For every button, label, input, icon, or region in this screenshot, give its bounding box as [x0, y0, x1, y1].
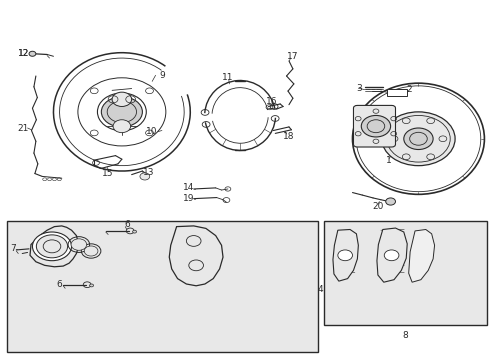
Text: 12: 12	[18, 49, 29, 58]
Text: 7: 7	[10, 244, 16, 253]
Circle shape	[133, 230, 137, 233]
FancyBboxPatch shape	[353, 105, 395, 147]
Circle shape	[140, 173, 150, 180]
Text: 6: 6	[124, 220, 130, 229]
Polygon shape	[30, 226, 79, 267]
Circle shape	[386, 198, 395, 205]
Text: 8: 8	[402, 332, 408, 341]
Polygon shape	[169, 226, 223, 286]
Circle shape	[90, 284, 94, 287]
Text: 4: 4	[318, 285, 323, 294]
Text: 18: 18	[283, 132, 294, 141]
Text: 6: 6	[56, 280, 62, 289]
Circle shape	[382, 112, 455, 166]
Circle shape	[29, 51, 36, 56]
Text: 15: 15	[102, 169, 114, 178]
Circle shape	[439, 136, 447, 141]
Polygon shape	[333, 229, 358, 281]
Bar	[387, 89, 407, 96]
Bar	[6, 221, 318, 352]
Circle shape	[384, 250, 399, 261]
Bar	[324, 221, 487, 325]
Circle shape	[338, 250, 352, 261]
Circle shape	[112, 92, 132, 107]
Circle shape	[36, 235, 68, 258]
Circle shape	[402, 118, 410, 123]
Text: 5: 5	[217, 251, 222, 260]
Polygon shape	[409, 229, 435, 282]
Text: 10: 10	[147, 127, 158, 136]
Circle shape	[361, 116, 391, 137]
Circle shape	[427, 154, 435, 159]
Text: 9: 9	[159, 71, 165, 80]
Circle shape	[101, 97, 143, 127]
Text: 1: 1	[386, 156, 392, 165]
Circle shape	[404, 128, 433, 149]
Circle shape	[32, 232, 72, 261]
Text: 16: 16	[266, 96, 278, 105]
Text: 13: 13	[143, 168, 154, 177]
Text: 2: 2	[406, 85, 412, 94]
Circle shape	[84, 246, 98, 256]
Text: 20: 20	[372, 202, 384, 211]
Circle shape	[113, 120, 131, 133]
Text: 21: 21	[17, 123, 28, 132]
Circle shape	[402, 154, 410, 159]
Text: 11: 11	[222, 73, 234, 82]
Polygon shape	[377, 228, 407, 282]
Circle shape	[390, 136, 398, 141]
Circle shape	[71, 239, 87, 250]
Text: 3: 3	[356, 84, 362, 93]
Text: 19: 19	[183, 194, 195, 203]
Circle shape	[427, 118, 435, 123]
Text: 17: 17	[287, 52, 298, 61]
Text: 14: 14	[183, 183, 195, 192]
Text: 12: 12	[18, 49, 29, 58]
